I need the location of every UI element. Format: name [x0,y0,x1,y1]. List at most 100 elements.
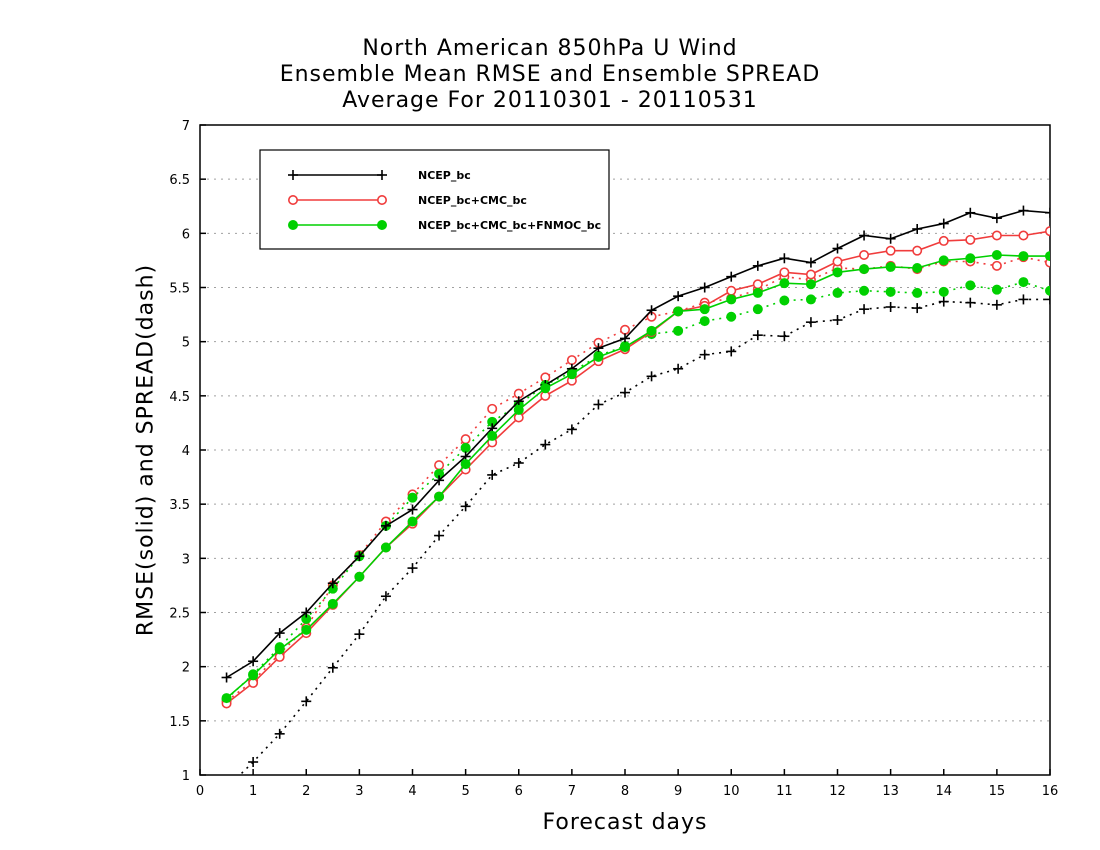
data-point [779,267,790,278]
data-point [434,491,445,502]
data-point [222,783,232,793]
data-point [460,501,471,512]
data-point [221,693,232,704]
x-tick-label: 9 [674,784,682,799]
y-tick-label: 4 [182,444,190,459]
series-ncep-bc-cmc-bc-rmse [221,226,1050,709]
legend-item: NCEP_bc+CMC_bc+FNMOC_bc [288,219,601,232]
data-point [327,662,338,673]
data-point [646,371,657,382]
series-ncep-bc-rmse [221,205,1050,683]
x-axis-label: Forecast days [542,810,708,835]
legend-item: NCEP_bc+CMC_bc [287,194,527,207]
data-point [620,387,630,398]
data-point [832,243,843,254]
data-point [965,234,976,245]
data-point [859,264,870,275]
y-tick-label: 2 [182,661,190,676]
data-point [380,520,391,531]
data-point [779,295,790,306]
x-tick-label: 6 [515,784,523,799]
y-tick-label: 7 [182,119,190,134]
data-point [434,530,445,541]
data-point [1018,294,1029,305]
data-point [938,255,949,266]
data-point [991,260,1002,271]
y-axis-label: RMSE(solid) and SPREAD(dash) [133,263,159,637]
data-point [965,297,976,308]
data-point [752,330,763,341]
data-point [1045,285,1050,296]
x-tick-label: 4 [408,784,416,799]
data-point [912,287,923,298]
data-point [566,355,577,366]
data-point [327,598,338,609]
x-tick-label: 5 [461,784,469,799]
data-point [1045,294,1050,305]
y-tick-label: 1.5 [169,715,190,730]
data-point [912,303,923,314]
x-tick-label: 15 [989,784,1006,799]
legend: NCEP_bc NCEP_bc+CMC_bc NCEP_bc+CMC_bc+FNMO… [259,149,610,250]
data-point [274,628,285,639]
y-tick-label: 3 [182,552,190,567]
data-point [619,324,630,335]
y-tick-label: 6.5 [169,173,190,188]
data-point [1018,230,1029,241]
data-point [274,644,285,655]
data-point [938,235,949,246]
x-tick-label: 7 [568,784,576,799]
x-tick-label: 14 [935,784,952,799]
data-point [380,542,391,553]
data-point [912,245,923,256]
data-point [593,351,604,362]
x-tick-label: 11 [776,784,793,799]
data-point [620,333,630,344]
data-point [832,256,843,267]
data-point [805,294,816,305]
data-point [938,296,949,307]
data-point [1018,205,1029,216]
legend-marker [288,170,298,180]
data-point [699,304,710,315]
data-point [566,369,577,380]
data-point [885,302,896,312]
legend-marker [376,195,387,206]
data-point [620,342,630,353]
data-point [327,578,338,589]
data-point [991,213,1002,224]
data-point [885,233,896,244]
data-point [248,757,259,767]
data-point [407,504,418,515]
data-point [407,516,418,527]
data-point [859,230,870,241]
data-point [859,304,870,315]
data-point [380,591,391,602]
y-tick-label: 6 [182,227,190,242]
data-point [726,346,737,357]
data-point [1018,251,1029,262]
data-point [593,399,604,410]
data-point [726,294,737,305]
series-line [226,281,1050,700]
data-point [805,257,816,268]
data-point [699,282,710,293]
data-point [726,285,737,296]
data-point [885,286,896,297]
data-point [434,460,445,471]
data-point [699,316,710,327]
x-tick-label: 8 [621,784,629,799]
data-point [248,656,259,667]
data-point [965,253,976,264]
data-point [859,250,870,261]
data-point [301,607,312,618]
data-point [991,250,1002,260]
data-point [752,260,763,271]
legend-label: NCEP_bc+CMC_bc+FNMOC_bc [418,219,601,232]
series-line [238,298,1050,775]
x-tick-label: 16 [1042,784,1059,799]
data-point [965,207,976,218]
data-point [832,287,843,298]
data-point [859,285,870,296]
